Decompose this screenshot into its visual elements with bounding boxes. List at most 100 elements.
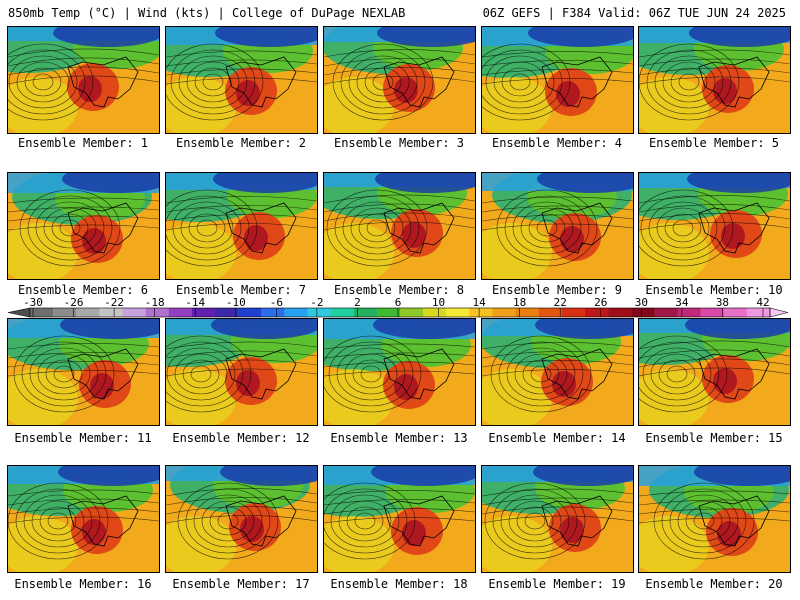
ensemble-member-label: Ensemble Member: 14 (488, 431, 626, 445)
ensemble-member-label: Ensemble Member: 4 (491, 136, 623, 150)
colorbar-swatch (631, 308, 655, 317)
temperature-map-plot (639, 173, 790, 279)
colorbar-swatch (145, 308, 169, 317)
temperature-map-plot (166, 27, 317, 133)
ensemble-member-label: Ensemble Member: 3 (333, 136, 465, 150)
colorbar-swatch (122, 308, 146, 317)
colorbar-swatch (215, 308, 239, 317)
colorbar-tick-label: 34 (675, 296, 689, 309)
colorbar-swatch (469, 308, 493, 317)
ensemble-member-map (481, 26, 634, 134)
colorbar-swatch (700, 308, 724, 317)
colorbar-tick-label: -18 (144, 296, 165, 309)
colorbar-swatch (561, 308, 586, 317)
ensemble-member-label: Ensemble Member: 11 (14, 431, 152, 445)
colorbar-tick-label: 18 (513, 296, 527, 309)
temperature-map-plot (166, 319, 317, 425)
colorbar-swatch (353, 308, 378, 317)
colorbar-swatch (261, 308, 285, 317)
ensemble-member-map (481, 465, 634, 573)
colorbar-tick-label: 38 (715, 296, 730, 309)
temperature-map-plot (639, 319, 790, 425)
ensemble-member-map (638, 172, 791, 280)
ensemble-member-label: Ensemble Member: 20 (645, 577, 783, 591)
ensemble-member-map (165, 318, 318, 426)
ensemble-member-label: Ensemble Member: 2 (175, 136, 307, 150)
ensemble-member-label: Ensemble Member: 8 (333, 283, 465, 297)
temperature-map-plot (8, 27, 159, 133)
colorbar-swatch (191, 308, 216, 317)
colorbar-swatch (746, 308, 771, 317)
temperature-map-plot (166, 466, 317, 572)
colorbar-swatch (30, 308, 54, 317)
colorbar-swatch (307, 308, 331, 317)
ensemble-member-label: Ensemble Member: 13 (330, 431, 468, 445)
colorbar-max-arrow (769, 307, 789, 318)
temperature-map-plot (639, 466, 790, 572)
ensemble-member-label: Ensemble Member: 15 (645, 431, 783, 445)
colorbar-tick-label: -2 (310, 296, 324, 309)
ensemble-member-map (481, 318, 634, 426)
temperature-map-plot (8, 319, 159, 425)
colorbar-swatch (515, 308, 539, 317)
colorbar-min-arrow (7, 307, 31, 318)
ensemble-member-label: Ensemble Member: 10 (645, 283, 783, 297)
colorbar-swatch (400, 308, 424, 317)
colorbar-swatch (585, 308, 609, 317)
colorbar-tick-label: -26 (63, 296, 84, 309)
colorbar-swatch (492, 308, 516, 317)
colorbar-swatch (238, 308, 262, 317)
ensemble-member-label: Ensemble Member: 6 (17, 283, 149, 297)
ensemble-member-map (323, 26, 476, 134)
ensemble-member-map (481, 172, 634, 280)
valid-time-label: 06Z GEFS | F384 Valid: 06Z TUE JUN 24 20… (482, 6, 786, 20)
colorbar-tick-label: 26 (594, 296, 608, 309)
colorbar-tick-label: -14 (185, 296, 206, 309)
colorbar-swatch (99, 308, 123, 317)
ensemble-member-label: Ensemble Member: 18 (330, 577, 468, 591)
colorbar-tick-label: -10 (225, 296, 246, 309)
colorbar-swatch (446, 308, 470, 317)
ensemble-member-map (638, 465, 791, 573)
colorbar-swatch (376, 308, 401, 317)
temperature-map-plot (8, 173, 159, 279)
ensemble-member-map (7, 318, 160, 426)
ensemble-member-label: Ensemble Member: 9 (491, 283, 623, 297)
temperature-map-plot (8, 466, 159, 572)
colorbar-swatch (76, 308, 100, 317)
colorbar-tick-label: 10 (431, 296, 446, 309)
colorbar-swatch (538, 308, 563, 317)
ensemble-member-map (323, 465, 476, 573)
colorbar-tick-label: 30 (634, 296, 648, 309)
ensemble-member-label: Ensemble Member: 19 (488, 577, 626, 591)
ensemble-member-map (638, 318, 791, 426)
temperature-map-plot (482, 27, 633, 133)
temperature-map-plot (166, 173, 317, 279)
ensemble-member-map (165, 26, 318, 134)
temperature-map-plot (324, 27, 475, 133)
ensemble-member-label: Ensemble Member: 17 (172, 577, 310, 591)
colorbar-swatch (168, 308, 193, 317)
ensemble-member-map (7, 26, 160, 134)
colorbar-tick-label: -22 (104, 296, 125, 309)
temperature-map-plot (639, 27, 790, 133)
ensemble-member-label: Ensemble Member: 16 (14, 577, 152, 591)
temperature-map-plot (482, 466, 633, 572)
ensemble-member-label: Ensemble Member: 7 (175, 283, 307, 297)
ensemble-member-map (323, 172, 476, 280)
ensemble-member-label: Ensemble Member: 5 (648, 136, 780, 150)
colorbar-swatch (723, 308, 748, 317)
ensemble-member-map (7, 465, 160, 573)
ensemble-member-map (165, 172, 318, 280)
ensemble-member-map (638, 26, 791, 134)
colorbar-swatch (654, 308, 678, 317)
ensemble-member-map (7, 172, 160, 280)
colorbar-tick-label: 6 (394, 296, 402, 309)
chart-title: 850mb Temp (°C) | Wind (kts) | College o… (8, 6, 406, 20)
colorbar-swatch (608, 308, 632, 317)
colorbar-swatch (330, 308, 354, 317)
colorbar-tick-label: -6 (269, 296, 283, 309)
temperature-map-plot (324, 173, 475, 279)
temperature-map-plot (324, 319, 475, 425)
colorbar-tick-label: 22 (553, 296, 567, 309)
